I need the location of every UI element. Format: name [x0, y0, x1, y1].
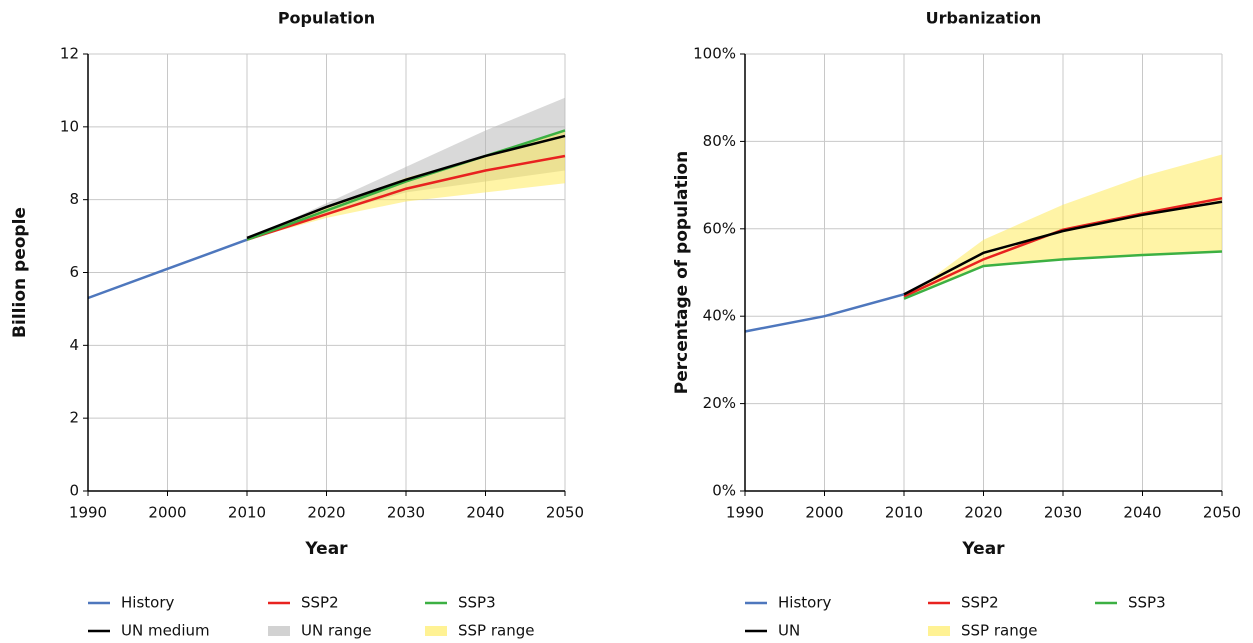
chart-title: Urbanization: [926, 9, 1042, 28]
series-line: [903, 200, 1223, 296]
x-tick-label: 2050: [1203, 504, 1241, 522]
y-tick-label: 60%: [703, 219, 736, 237]
x-tick-label: 2000: [148, 504, 186, 522]
x-tick-label: 2030: [387, 504, 425, 522]
series-line: [246, 129, 566, 241]
y-tick-label: 80%: [703, 132, 736, 150]
x-tick-label: 2020: [964, 504, 1002, 522]
y-tick-label: 2: [69, 409, 79, 427]
x-tick-label: 2010: [228, 504, 266, 522]
x-tick-label: 2040: [466, 504, 504, 522]
series-line: [744, 293, 905, 333]
x-axis-label: Year: [304, 539, 348, 559]
y-tick-label: 20%: [703, 394, 736, 412]
legend-label: UN range: [301, 622, 372, 640]
series-line: [246, 154, 566, 241]
x-tick-label: 2020: [307, 504, 345, 522]
x-tick-label: 2000: [805, 504, 843, 522]
series-line: [903, 250, 1223, 300]
legend-label: SSP range: [458, 622, 534, 640]
y-tick-label: 12: [60, 45, 79, 63]
x-tick-label: 1990: [726, 504, 764, 522]
legend-label: SSP3: [1128, 594, 1166, 612]
y-tick-label: 4: [69, 336, 79, 354]
legend-label: UN medium: [121, 622, 210, 640]
range-band: [904, 154, 1222, 299]
chart-title: Population: [278, 9, 375, 28]
x-tick-label: 2030: [1044, 504, 1082, 522]
legend-label: History: [121, 594, 174, 612]
range-band: [247, 130, 565, 240]
legend-label: SSP2: [301, 594, 339, 612]
range-band: [247, 97, 565, 240]
y-tick-label: 40%: [703, 307, 736, 325]
x-tick-label: 2010: [885, 504, 923, 522]
y-tick-label: 0: [69, 482, 79, 500]
legend-swatch: [268, 626, 290, 636]
y-tick-label: 100%: [693, 45, 736, 63]
legend-label: SSP2: [961, 594, 999, 612]
x-axis-label: Year: [961, 539, 1005, 559]
x-tick-label: 2050: [546, 504, 584, 522]
y-tick-label: 8: [69, 190, 79, 208]
series-line: [87, 238, 248, 300]
legend-label: UN: [778, 622, 800, 640]
series-line: [246, 134, 566, 240]
y-tick-label: 6: [69, 263, 79, 281]
legend-label: History: [778, 594, 831, 612]
legend-label: SSP range: [961, 622, 1037, 640]
series-line: [903, 196, 1223, 298]
legend-swatch: [928, 626, 950, 636]
x-tick-label: 2040: [1123, 504, 1161, 522]
y-tick-label: 0%: [712, 482, 736, 500]
x-tick-label: 1990: [69, 504, 107, 522]
y-axis-label: Percentage of population: [672, 151, 692, 394]
legend-swatch: [425, 626, 447, 636]
legend-label: SSP3: [458, 594, 496, 612]
y-tick-label: 10: [60, 117, 79, 135]
y-axis-label: Billion people: [10, 207, 30, 338]
